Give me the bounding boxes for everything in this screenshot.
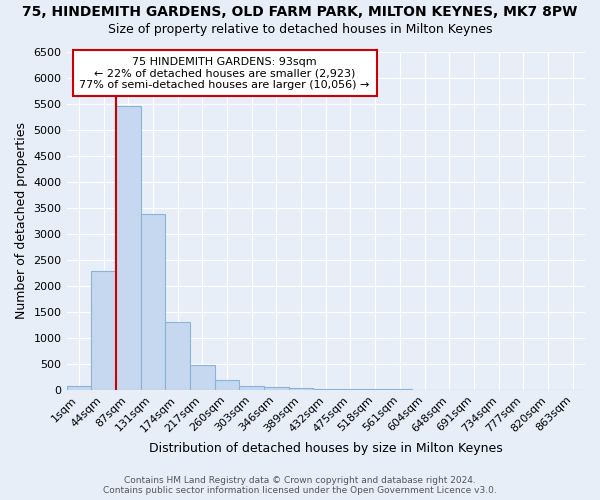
Bar [264, 388, 289, 390]
Bar [190, 365, 215, 390]
Bar [165, 322, 190, 390]
Text: 75 HINDEMITH GARDENS: 93sqm
← 22% of detached houses are smaller (2,923)
77% of : 75 HINDEMITH GARDENS: 93sqm ← 22% of det… [79, 56, 370, 90]
Bar [140, 214, 165, 390]
Y-axis label: Number of detached properties: Number of detached properties [15, 122, 28, 319]
Bar [91, 271, 116, 390]
Text: Size of property relative to detached houses in Milton Keynes: Size of property relative to detached ho… [108, 22, 492, 36]
Bar [239, 386, 264, 390]
Bar [313, 389, 338, 390]
Bar [338, 389, 363, 390]
Bar [116, 106, 140, 390]
Text: 75, HINDEMITH GARDENS, OLD FARM PARK, MILTON KEYNES, MK7 8PW: 75, HINDEMITH GARDENS, OLD FARM PARK, MI… [22, 5, 578, 19]
Bar [67, 386, 91, 390]
Bar [289, 388, 313, 390]
Text: Contains HM Land Registry data © Crown copyright and database right 2024.
Contai: Contains HM Land Registry data © Crown c… [103, 476, 497, 495]
Bar [215, 380, 239, 390]
X-axis label: Distribution of detached houses by size in Milton Keynes: Distribution of detached houses by size … [149, 442, 503, 455]
